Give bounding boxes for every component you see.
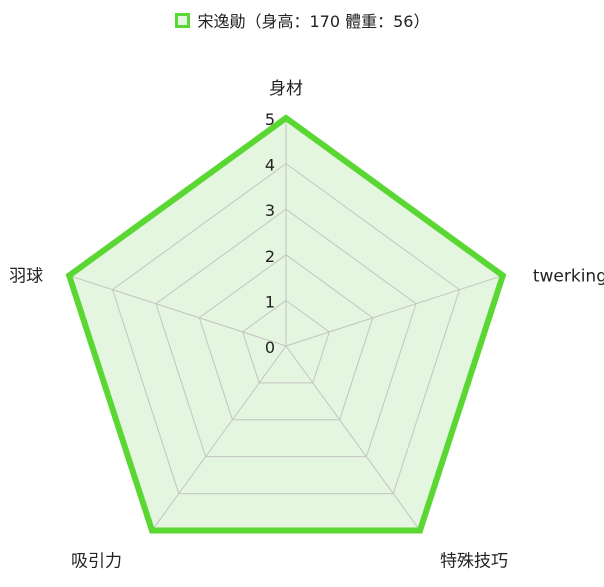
grid-spoke xyxy=(151,345,287,531)
legend-swatch xyxy=(174,12,190,28)
grid-ring xyxy=(155,208,417,458)
tick-label: 0 xyxy=(265,338,275,357)
legend-label: 宋逸勛（身高：170 體重：56） xyxy=(197,12,430,31)
grid-spoke xyxy=(69,275,287,347)
axis-label: 羽球 xyxy=(9,267,43,287)
grid-ring xyxy=(242,299,330,384)
axis-label: twerking xyxy=(533,267,604,287)
axis-label: 吸引力 xyxy=(71,551,122,571)
tick-label: 3 xyxy=(265,201,275,220)
tick-label: 2 xyxy=(265,247,275,266)
legend-item[interactable]: 宋逸勛（身高：170 體重：56） xyxy=(174,8,430,32)
tick-label: 5 xyxy=(265,110,275,129)
grid-spoke xyxy=(285,345,421,531)
series-line xyxy=(65,114,507,534)
axis-label: 特殊技巧 xyxy=(440,551,508,571)
tick-label: 4 xyxy=(265,156,275,175)
legend: 宋逸勛（身高：170 體重：56） xyxy=(0,8,604,32)
axis-label: 身材 xyxy=(269,79,303,99)
tick-label: 1 xyxy=(265,292,275,311)
grid-ring xyxy=(198,254,374,421)
grid-spoke xyxy=(285,275,503,347)
grid-ring xyxy=(111,162,461,495)
